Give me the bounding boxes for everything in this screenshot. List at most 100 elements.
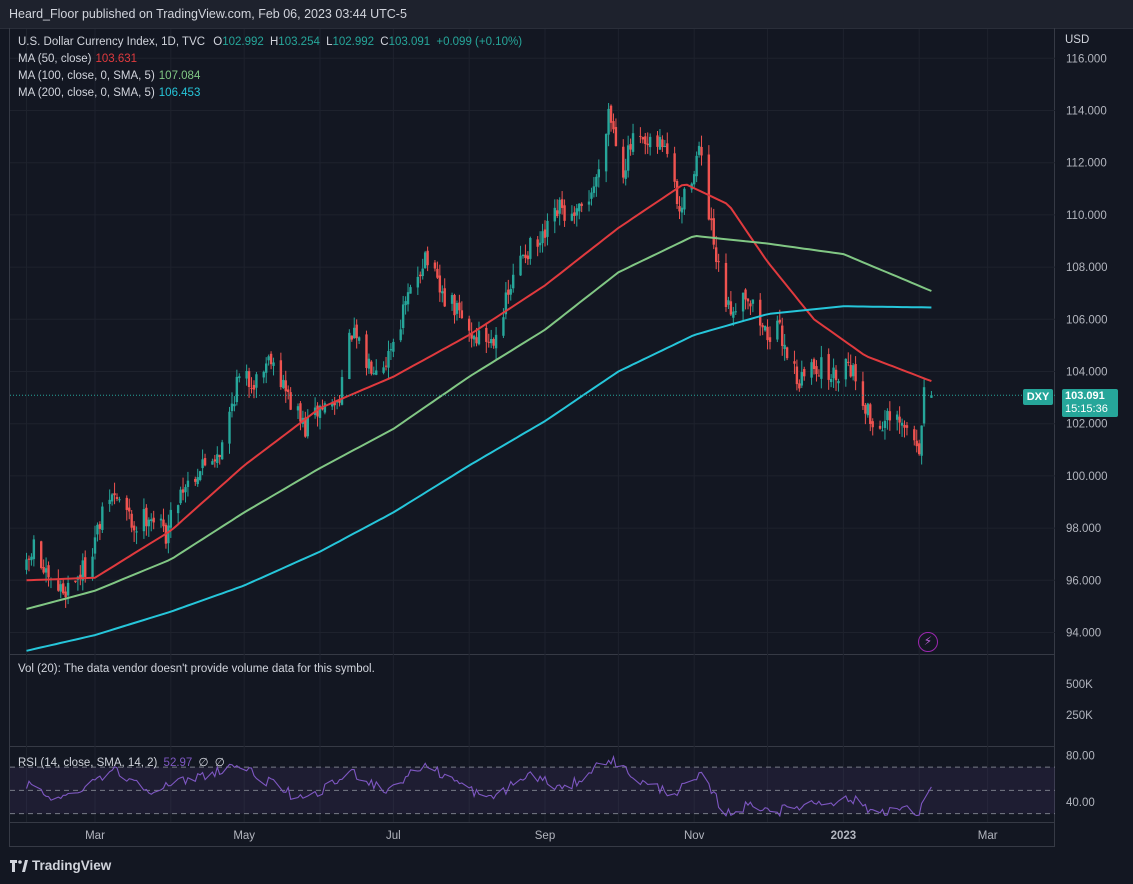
candle-body bbox=[250, 387, 253, 389]
chart-frame bbox=[9, 28, 1055, 847]
candle-body bbox=[697, 145, 701, 155]
high-value: 103.254 bbox=[278, 36, 320, 48]
price-tick-label: 116.000 bbox=[1066, 53, 1107, 65]
candle-body bbox=[494, 334, 498, 349]
candle-body bbox=[333, 402, 336, 406]
candle-body bbox=[416, 276, 420, 288]
candle-body bbox=[631, 133, 635, 152]
candle-body bbox=[299, 403, 302, 422]
candle-body bbox=[837, 380, 840, 384]
candle-body bbox=[279, 360, 283, 388]
candle-body bbox=[162, 519, 165, 527]
rsi-label: RSI (14, close, SMA, 14, 2) bbox=[18, 757, 158, 769]
candle-body bbox=[181, 489, 185, 493]
price-tick-label: 102.000 bbox=[1066, 419, 1108, 431]
candle-body bbox=[323, 403, 327, 413]
ma200-legend[interactable]: MA (200, close, 0, SMA, 5) 106.453 bbox=[18, 85, 200, 101]
candle-body bbox=[450, 295, 454, 304]
tradingview-logo[interactable]: TradingView bbox=[10, 858, 111, 873]
candle-body bbox=[255, 374, 258, 388]
candle-body bbox=[433, 262, 437, 269]
candle-body bbox=[595, 176, 598, 187]
candle-body bbox=[79, 574, 82, 579]
candle-body bbox=[881, 430, 884, 432]
candle-body bbox=[370, 361, 373, 374]
candle-body bbox=[803, 369, 806, 377]
candle-body bbox=[692, 174, 696, 185]
ma50-value: 103.631 bbox=[95, 53, 138, 65]
candle-body bbox=[849, 364, 852, 377]
rsi-value: 52.97 bbox=[163, 757, 193, 769]
candle-body bbox=[230, 403, 234, 412]
low-label: L bbox=[326, 36, 333, 48]
price-tick-label: 100.000 bbox=[1066, 471, 1108, 483]
candle-body bbox=[350, 335, 353, 340]
candle-body bbox=[900, 422, 904, 426]
candle-body bbox=[426, 250, 429, 266]
candle-body bbox=[851, 365, 855, 377]
candle-body bbox=[453, 294, 456, 316]
candle-body bbox=[590, 192, 593, 199]
ma50-legend[interactable]: MA (50, close) 103.631 bbox=[18, 51, 137, 67]
candle-body bbox=[436, 268, 439, 278]
candle-body bbox=[365, 334, 368, 368]
candle-body bbox=[472, 335, 476, 340]
symbol-tag: DXY bbox=[1023, 389, 1053, 405]
candle-body bbox=[644, 136, 647, 145]
candle-body bbox=[203, 458, 207, 466]
candle-body bbox=[543, 229, 547, 238]
candle-body bbox=[382, 367, 385, 373]
candle-body bbox=[793, 361, 796, 364]
candle-body bbox=[854, 364, 857, 382]
candle-body bbox=[612, 121, 615, 130]
ma100-legend[interactable]: MA (100, close, 0, SMA, 5) 107.084 bbox=[18, 68, 200, 84]
candle-body bbox=[47, 565, 50, 578]
candle-body bbox=[759, 299, 762, 326]
candle-body bbox=[751, 299, 755, 304]
brand-name: TradingView bbox=[32, 858, 112, 873]
candle-body bbox=[318, 405, 322, 418]
lightning-bolt-icon[interactable]: ⚡ bbox=[918, 632, 938, 652]
candle-body bbox=[766, 326, 769, 341]
candle-body bbox=[646, 143, 649, 146]
candle-body bbox=[778, 319, 781, 323]
candle-body bbox=[817, 375, 821, 377]
rsi-tick-label: 80.00 bbox=[1066, 751, 1095, 763]
open-value: 102.992 bbox=[222, 36, 264, 48]
candle-body bbox=[683, 188, 686, 210]
rsi-legend[interactable]: RSI (14, close, SMA, 14, 2) 52.97 ∅ ∅ bbox=[18, 755, 225, 769]
candle-body bbox=[717, 261, 720, 263]
candle-body bbox=[861, 381, 865, 406]
candle-body bbox=[125, 497, 128, 510]
candle-body bbox=[264, 363, 268, 373]
candle-body bbox=[176, 505, 180, 514]
price-tick-label: 98.000 bbox=[1066, 523, 1101, 535]
candle-body bbox=[66, 582, 70, 596]
candle-body bbox=[864, 404, 867, 414]
candle-body bbox=[680, 207, 684, 213]
candle-body bbox=[607, 108, 610, 135]
candle-body bbox=[783, 344, 786, 350]
candle-body bbox=[267, 356, 270, 361]
candle-body bbox=[529, 238, 532, 259]
symbol-legend: U.S. Dollar Currency Index, 1D, TVC O102… bbox=[18, 34, 522, 50]
candle-body bbox=[387, 350, 390, 368]
candle-body bbox=[475, 337, 478, 344]
candle-body bbox=[487, 341, 490, 343]
candle-body bbox=[492, 339, 495, 346]
candle-body bbox=[220, 442, 224, 460]
candle-body bbox=[886, 410, 889, 421]
candle-body bbox=[734, 311, 737, 313]
candle-body bbox=[57, 580, 60, 591]
candle-body bbox=[331, 402, 334, 407]
candle-body bbox=[392, 341, 395, 352]
candle-body bbox=[213, 459, 217, 462]
candle-body bbox=[108, 499, 111, 505]
candle-body bbox=[512, 274, 515, 289]
candle-body bbox=[262, 371, 265, 378]
candle-body bbox=[866, 403, 870, 416]
candle-body bbox=[375, 370, 378, 375]
candle-body bbox=[470, 332, 473, 339]
candle-body bbox=[355, 324, 358, 339]
